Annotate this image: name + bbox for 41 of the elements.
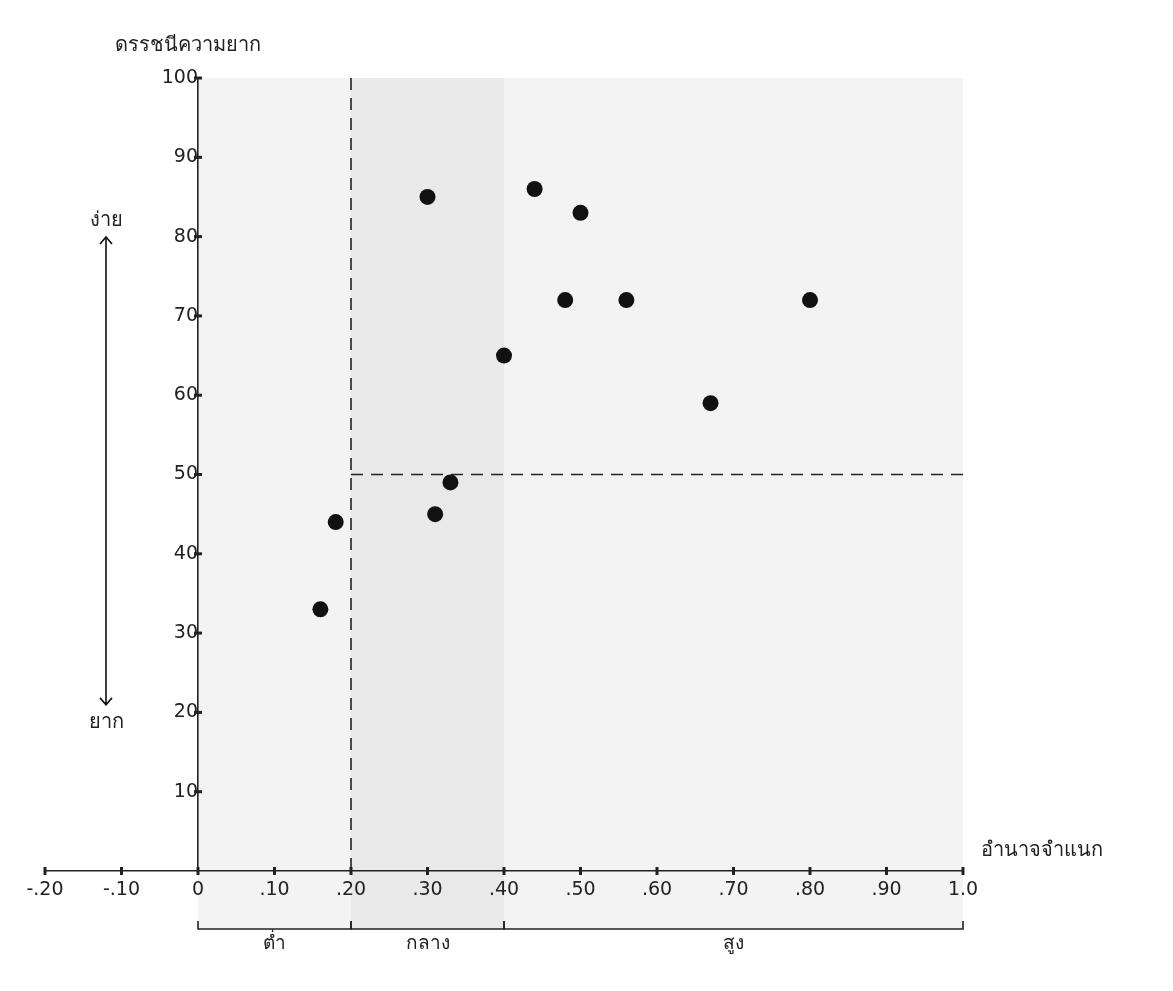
x-tick-label: .60 (641, 877, 673, 900)
y-tick-label: 20 (173, 699, 198, 722)
x-tick-label: 1.0 (947, 877, 979, 900)
annotation: ง่าย (89, 206, 123, 231)
point (802, 292, 818, 309)
point (427, 506, 444, 523)
x-tick-label: .30 (412, 877, 443, 900)
annotation: ยาก (88, 708, 124, 733)
x-axis-title: อำนาจจำแนก (981, 837, 1103, 862)
point (442, 474, 459, 491)
band-label: ต่ำ (263, 929, 286, 954)
y-tick-label: 40 (173, 540, 198, 563)
x-tick-label: .20 (335, 877, 367, 900)
x-tick-label: .50 (565, 877, 596, 900)
point (327, 514, 344, 531)
x-tick-label: -.10 (102, 877, 141, 900)
point (572, 204, 589, 221)
x-tick-label: .70 (718, 877, 749, 900)
point (312, 601, 329, 618)
band-label: สูง (723, 931, 744, 955)
y-tick-label: 90 (173, 144, 198, 167)
x-tick-label: .80 (794, 877, 826, 900)
y-tick-label: 80 (173, 223, 198, 246)
x-tick-label: -.20 (26, 877, 64, 900)
point (702, 395, 719, 412)
point (618, 292, 635, 309)
y-tick-label: 100 (161, 64, 198, 87)
x-tick-label: .10 (259, 877, 290, 900)
x-tick-label: .40 (488, 877, 520, 900)
x-tick-label: 0 (191, 877, 205, 900)
point (526, 181, 543, 198)
point (557, 292, 574, 309)
x-tick-label: .90 (871, 877, 902, 900)
y-tick-label: 10 (173, 778, 198, 801)
y-tick-label: 30 (173, 620, 198, 643)
band-label: กลาง (405, 931, 450, 954)
y-tick-label: 70 (173, 302, 198, 325)
y-axis-title: ดรรชนีความยาก (115, 32, 261, 57)
point (496, 347, 512, 364)
point (419, 188, 436, 205)
y-tick-label: 60 (173, 382, 198, 405)
